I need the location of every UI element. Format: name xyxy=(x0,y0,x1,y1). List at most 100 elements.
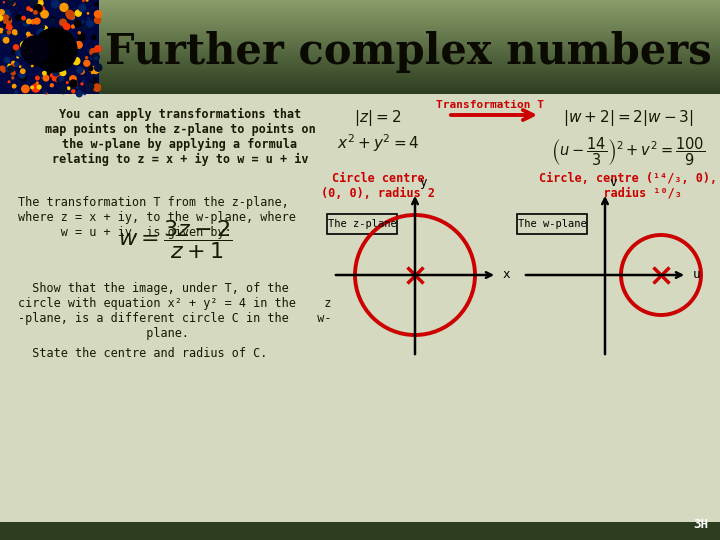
Circle shape xyxy=(51,1,59,8)
Circle shape xyxy=(36,82,38,84)
Bar xyxy=(0,19,720,20)
Bar xyxy=(0,33,720,34)
Bar xyxy=(0,34,720,35)
Circle shape xyxy=(91,53,99,61)
Circle shape xyxy=(1,33,9,41)
Circle shape xyxy=(8,66,14,72)
Bar xyxy=(0,63,720,64)
FancyBboxPatch shape xyxy=(327,214,397,234)
Circle shape xyxy=(91,66,97,73)
Circle shape xyxy=(23,21,29,26)
Circle shape xyxy=(28,46,32,51)
Circle shape xyxy=(21,69,25,73)
Circle shape xyxy=(4,15,9,20)
Circle shape xyxy=(31,86,33,89)
Text: The w-plane: The w-plane xyxy=(518,219,586,229)
Circle shape xyxy=(41,11,48,18)
Text: Circle, centre (¹⁴/₃, 0),
    radius ¹⁰/₃: Circle, centre (¹⁴/₃, 0), radius ¹⁰/₃ xyxy=(539,172,717,200)
Text: $\left(u - \dfrac{14}{3}\right)^2 + v^2 = \dfrac{100}{9}$: $\left(u - \dfrac{14}{3}\right)^2 + v^2 … xyxy=(551,135,705,167)
Circle shape xyxy=(37,37,44,43)
Circle shape xyxy=(94,78,96,81)
Circle shape xyxy=(84,60,90,66)
Circle shape xyxy=(40,1,43,5)
Bar xyxy=(0,56,720,57)
Circle shape xyxy=(97,86,101,90)
Circle shape xyxy=(94,53,99,58)
Circle shape xyxy=(70,76,76,82)
Bar xyxy=(0,86,720,87)
Bar xyxy=(0,5,720,6)
Circle shape xyxy=(57,49,64,56)
Bar xyxy=(0,72,720,73)
Circle shape xyxy=(46,72,53,79)
Circle shape xyxy=(34,18,40,24)
Circle shape xyxy=(66,10,73,17)
Circle shape xyxy=(88,50,89,51)
Bar xyxy=(0,78,720,79)
Bar xyxy=(0,91,720,92)
Circle shape xyxy=(30,52,35,57)
Bar xyxy=(0,87,720,88)
Circle shape xyxy=(83,81,84,82)
Bar xyxy=(0,8,720,9)
Circle shape xyxy=(66,11,74,19)
Circle shape xyxy=(60,61,68,69)
Circle shape xyxy=(32,65,33,67)
Bar xyxy=(0,48,720,49)
Bar xyxy=(0,18,720,19)
Circle shape xyxy=(35,5,42,12)
Bar xyxy=(0,522,720,540)
Circle shape xyxy=(3,10,10,17)
Bar xyxy=(0,49,720,50)
Circle shape xyxy=(44,47,50,52)
Bar xyxy=(0,9,720,10)
Circle shape xyxy=(42,71,46,75)
Bar xyxy=(0,82,720,83)
Text: The transformation T from the z-plane,
where z = x + iy, to the w-plane, where
 : The transformation T from the z-plane, w… xyxy=(18,196,296,239)
Bar xyxy=(0,10,720,11)
Circle shape xyxy=(37,6,45,13)
Bar xyxy=(0,13,720,14)
Bar xyxy=(0,51,720,52)
Circle shape xyxy=(94,57,98,59)
Circle shape xyxy=(17,32,19,36)
Circle shape xyxy=(51,34,55,38)
Circle shape xyxy=(12,84,16,88)
Bar xyxy=(0,58,720,59)
Circle shape xyxy=(95,46,101,52)
Bar xyxy=(0,77,720,78)
Bar xyxy=(0,25,720,26)
Circle shape xyxy=(4,57,10,63)
Circle shape xyxy=(27,19,31,24)
Circle shape xyxy=(30,9,32,11)
Circle shape xyxy=(19,72,25,78)
Circle shape xyxy=(31,60,37,67)
Bar xyxy=(0,66,720,67)
Text: Transformation T: Transformation T xyxy=(490,102,502,103)
Circle shape xyxy=(94,55,95,57)
Circle shape xyxy=(60,70,66,76)
Bar xyxy=(0,0,99,94)
Circle shape xyxy=(59,3,63,6)
Circle shape xyxy=(21,36,49,64)
Circle shape xyxy=(22,85,29,92)
Bar xyxy=(0,65,720,66)
Circle shape xyxy=(41,76,44,78)
Circle shape xyxy=(49,61,53,65)
Circle shape xyxy=(53,70,59,76)
Circle shape xyxy=(6,30,8,32)
Circle shape xyxy=(94,17,101,23)
Circle shape xyxy=(49,18,55,23)
Circle shape xyxy=(80,70,84,74)
Bar xyxy=(0,88,720,89)
Circle shape xyxy=(37,30,45,37)
Bar xyxy=(0,24,720,25)
Circle shape xyxy=(91,35,96,39)
Circle shape xyxy=(85,62,86,64)
Bar xyxy=(0,30,720,31)
Text: v: v xyxy=(609,176,616,189)
Circle shape xyxy=(59,77,63,80)
Circle shape xyxy=(76,42,82,48)
Bar xyxy=(0,54,720,55)
Circle shape xyxy=(4,30,7,34)
